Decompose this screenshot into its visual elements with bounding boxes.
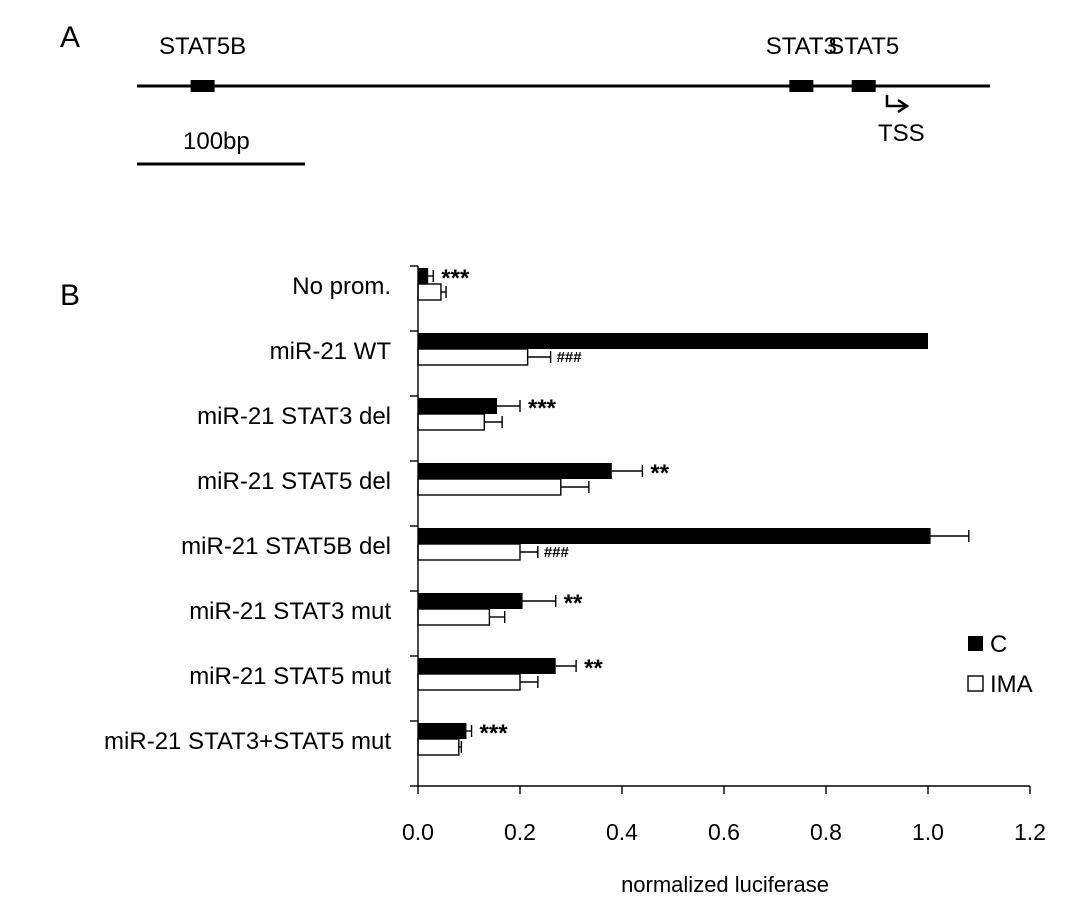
significance-marker: *** — [441, 265, 470, 292]
error-bar — [555, 660, 577, 672]
tss-label: TSS — [878, 120, 925, 147]
x-tick-label: 1.2 — [1014, 819, 1046, 845]
binding-site-stat5 — [851, 80, 876, 92]
x-tick-label: 0.6 — [708, 819, 740, 845]
x-tick-label: 1.0 — [912, 819, 944, 845]
category-label: miR-21 STAT3+STAT5 mut — [104, 728, 391, 755]
category-labels: No prom. miR-21 WT miR-21 STAT3 del miR-21 … — [104, 273, 391, 755]
error-bar — [428, 270, 434, 282]
bar-c — [418, 333, 928, 349]
bar-c — [418, 268, 429, 284]
error-bar — [930, 530, 970, 542]
error-bar — [611, 465, 644, 477]
x-tick-label: 0.0 — [402, 819, 434, 845]
significance-marker: ** — [650, 460, 669, 487]
bar-ima — [417, 283, 442, 301]
x-tick-label: 0.4 — [606, 819, 638, 845]
error-bar — [466, 725, 473, 737]
bar-c — [418, 658, 556, 674]
category-label: miR-21 STAT5 mut — [189, 663, 391, 690]
error-bar — [520, 676, 539, 688]
significance-marker: ### — [544, 544, 570, 561]
legend-label: C — [990, 631, 1007, 658]
x-tick-label: 0.8 — [810, 819, 842, 845]
bar-ima — [417, 348, 529, 366]
significance-marker: *** — [480, 720, 509, 747]
bar-c — [418, 398, 498, 414]
tss-arrow-icon — [885, 95, 905, 108]
error-bar — [520, 546, 539, 558]
x-axis-title: normalized luciferase — [621, 872, 829, 897]
category-label: miR-21 STAT3 mut — [189, 598, 391, 625]
error-bar — [489, 611, 506, 623]
error-bar — [484, 416, 503, 428]
bar-ima — [417, 413, 486, 431]
error-bar — [560, 481, 590, 493]
panel-a-label: A — [60, 21, 80, 54]
bar-ima — [417, 543, 521, 561]
category-label: No prom. — [292, 273, 391, 300]
significance-marker: ### — [557, 349, 583, 366]
legend-label: IMA — [990, 671, 1033, 698]
significance-marker: *** — [528, 395, 557, 422]
panel-b-label: B — [60, 279, 80, 312]
legend-swatch-ima — [967, 675, 984, 692]
binding-site-label: STAT3 — [766, 33, 837, 60]
binding-site-label: STAT5 — [828, 33, 899, 60]
category-label: miR-21 STAT5 del — [197, 468, 391, 495]
binding-site-stat5b — [190, 80, 215, 92]
category-label: miR-21 STAT5B del — [181, 533, 391, 560]
bar-ima — [417, 738, 460, 756]
significance-marker: ** — [584, 655, 603, 682]
error-bar — [458, 741, 463, 753]
error-bar — [440, 286, 447, 298]
significance-marker: ** — [564, 590, 583, 617]
bar-c — [418, 593, 523, 609]
category-label: miR-21 WT — [270, 338, 392, 365]
panel-b-bar-chart: B ***###*****###******* No prom.miR-21 W… — [60, 265, 1046, 897]
bar-ima — [417, 478, 562, 496]
bar-c — [418, 723, 467, 739]
x-tick-label: 0.2 — [504, 819, 536, 845]
category-label: miR-21 STAT3 del — [197, 403, 391, 430]
binding-site-stat3 — [789, 80, 814, 92]
bar-c — [418, 463, 612, 479]
error-bar — [522, 595, 557, 607]
legend-swatch-c — [968, 636, 983, 651]
binding-site-label: STAT5B — [159, 33, 246, 60]
scale-bar-label: 100bp — [183, 128, 250, 155]
bars: ***###*****###******* — [417, 265, 970, 756]
tss-arrowhead-icon — [897, 98, 910, 114]
error-bar — [497, 400, 521, 412]
error-bar — [527, 351, 552, 363]
bar-ima — [417, 608, 491, 626]
legend: C IMA — [967, 631, 1033, 698]
bar-c — [418, 528, 931, 544]
axes: 0.0 0.2 0.4 0.6 0.8 1.0 1.2 — [402, 265, 1046, 845]
bar-ima — [417, 673, 521, 691]
